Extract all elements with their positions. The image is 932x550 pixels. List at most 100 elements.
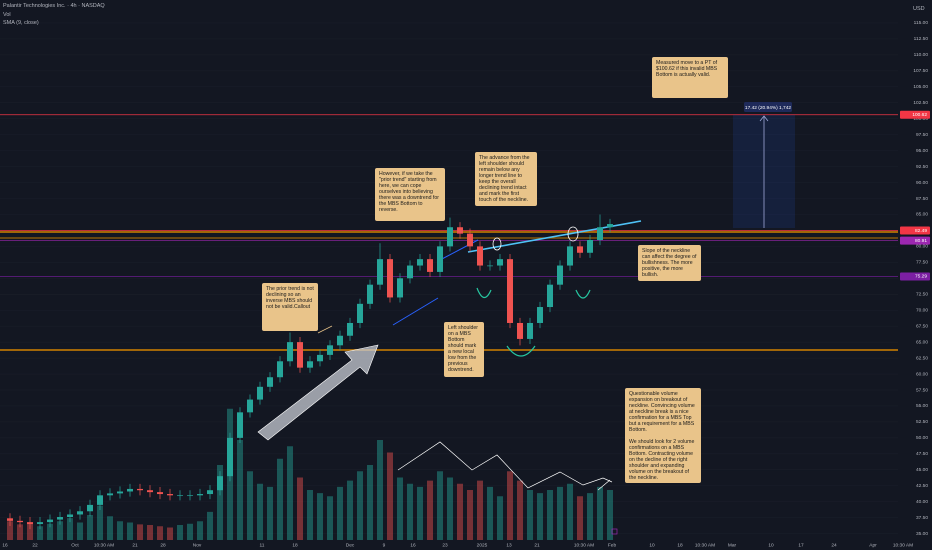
candle-body	[257, 386, 263, 400]
volume-bar	[187, 523, 193, 540]
volume-bar	[17, 524, 23, 540]
note: Measured move to a PT of $100.62 if this…	[652, 57, 728, 98]
candle-body	[557, 265, 563, 285]
candle-body	[327, 345, 333, 355]
volume-bar	[267, 486, 273, 540]
x-tick-label: Feb	[608, 542, 617, 548]
y-tick-label: 90.00	[916, 180, 928, 186]
shoulder-curve	[575, 289, 591, 299]
volume-bar	[357, 471, 363, 540]
volume-bar	[247, 471, 253, 540]
x-tick-label: Nov	[193, 542, 202, 548]
volume-bar	[497, 496, 503, 540]
volume-bar	[177, 525, 183, 540]
y-tick-label: 52.50	[916, 419, 928, 425]
candle-body	[27, 522, 33, 525]
candle-body	[367, 284, 373, 304]
x-tick-label: 13	[506, 542, 512, 548]
volume-bar	[447, 477, 453, 540]
volume-bar	[547, 490, 553, 540]
x-tick-label: 23	[442, 542, 448, 548]
y-tick-label: 77.50	[916, 260, 928, 266]
volume-bar	[367, 465, 373, 540]
volume-zigzag	[397, 441, 613, 489]
volume-bar	[157, 526, 163, 540]
candle-body	[37, 522, 43, 525]
candle-body	[127, 488, 133, 492]
touch-circle	[492, 237, 502, 251]
y-tick-label: 97.50	[916, 132, 928, 138]
volume-bar	[117, 521, 123, 540]
volume-bar	[257, 483, 263, 540]
y-tick-label: 47.50	[916, 451, 928, 457]
y-tick-label: 40.00	[916, 499, 928, 505]
candle-body	[457, 227, 463, 234]
candle-body	[7, 518, 13, 521]
y-tick-label: 102.50	[913, 100, 928, 106]
x-tick-label: 21	[132, 542, 138, 548]
x-tick-label: Dec	[346, 542, 355, 548]
x-tick-label: 10:30 AM	[893, 542, 913, 548]
arrow-drawing	[257, 344, 379, 441]
volume-bar	[57, 521, 63, 540]
candle-body	[407, 265, 413, 279]
y-tick-label: 112.50	[914, 36, 929, 42]
candle-body	[87, 504, 93, 512]
candle-body	[387, 259, 393, 298]
price-tag	[900, 236, 930, 245]
candle-body	[577, 246, 583, 253]
volume-bar	[387, 452, 393, 540]
x-tick-label: 10:30 AM	[94, 542, 114, 548]
candle-body	[137, 488, 143, 491]
x-tick-label: 10:30 AM	[574, 542, 594, 548]
candle-body	[507, 259, 513, 323]
candle-body	[597, 227, 603, 240]
axes: 35.00 37.50 40.00 42.50 45.00 47.50 50.00 52.50…	[2, 20, 930, 548]
y-tick-label: 55.00	[916, 403, 928, 409]
sma-legend: SMA (9, close)	[3, 20, 39, 26]
candle-body	[497, 259, 503, 266]
volume-bar	[277, 458, 283, 540]
head-curve	[506, 345, 536, 357]
price-tag-label: 100.62	[912, 112, 927, 118]
y-tick-label: 62.50	[916, 355, 928, 361]
y-tick-label: 57.50	[916, 387, 928, 393]
candle-body	[447, 227, 453, 247]
x-tick-label: 28	[160, 542, 166, 548]
candle-body	[227, 437, 233, 477]
volume-bar	[577, 496, 583, 540]
y-tick-label: 50.00	[916, 435, 928, 441]
volume-arrow	[597, 479, 611, 491]
y-tick-label: 72.50	[916, 292, 928, 298]
candle-body	[517, 322, 523, 339]
candle-body	[277, 361, 283, 378]
y-tick-label: 60.00	[916, 371, 928, 377]
candles	[7, 214, 613, 530]
y-tick-label: 92.50	[916, 164, 928, 170]
candle-body	[567, 246, 573, 266]
volume-bar	[597, 486, 603, 540]
volume-bar	[467, 490, 473, 540]
candle-body	[177, 495, 183, 497]
candle-body	[527, 322, 533, 339]
note: The prior trend is not declining so an i…	[262, 283, 318, 331]
touch-circle	[567, 226, 579, 242]
candle-body	[487, 265, 493, 267]
price-tag	[900, 272, 930, 281]
candle-body	[287, 342, 293, 362]
volume-bar	[317, 493, 323, 540]
x-tick-label: 16	[2, 542, 8, 548]
x-tick-label: 16	[410, 542, 416, 548]
volume-bar	[537, 493, 543, 540]
x-tick-label: 18	[677, 542, 683, 548]
x-tick-label: Apr	[869, 542, 877, 548]
volume-bar	[77, 522, 83, 540]
y-tick-label: 65.00	[916, 339, 928, 345]
y-tick-label: 85.00	[916, 212, 928, 218]
volume-bar	[557, 486, 563, 540]
trend-line	[392, 297, 439, 326]
candle-body	[107, 493, 113, 496]
volume-bar	[477, 480, 483, 540]
